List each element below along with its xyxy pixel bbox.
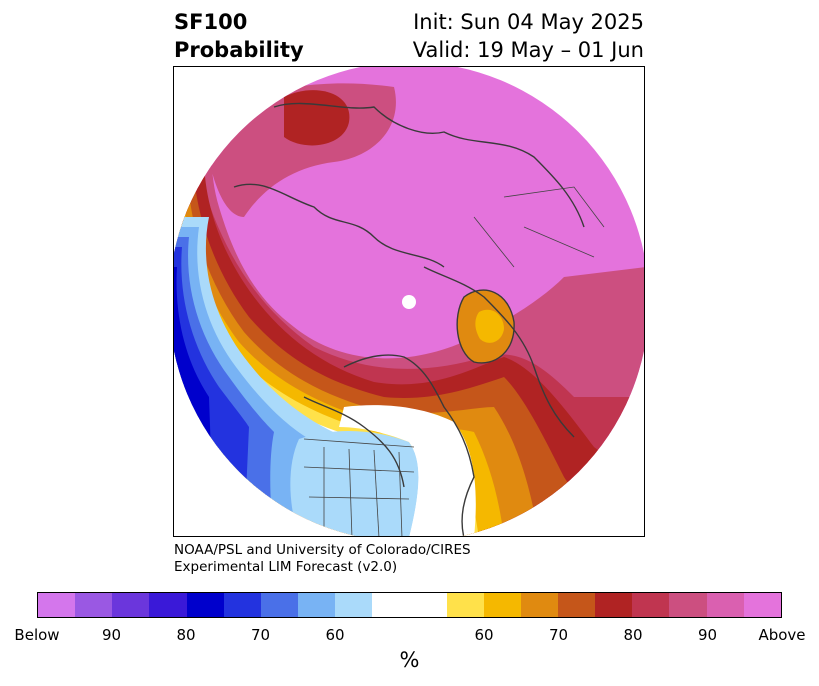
forecast-map bbox=[173, 66, 645, 537]
init-date: Init: Sun 04 May 2025 bbox=[413, 10, 644, 34]
colorbar-segment bbox=[743, 593, 781, 617]
colorbar-segment bbox=[75, 593, 113, 617]
colorbar-segment bbox=[223, 593, 261, 617]
colorbar-tick-label: 70 bbox=[548, 626, 569, 644]
credit-line-2: Experimental LIM Forecast (v2.0) bbox=[174, 559, 398, 575]
colorbar-segment bbox=[186, 593, 224, 617]
colorbar-segment bbox=[557, 593, 596, 617]
coastlines bbox=[233, 102, 585, 536]
colorbar-labels: Below 90 80 70 60 60 70 80 90 Above bbox=[0, 626, 819, 646]
pole-marker bbox=[402, 295, 416, 309]
credit-line-1: NOAA/PSL and University of Colorado/CIRE… bbox=[174, 542, 471, 558]
colorbar bbox=[37, 592, 782, 618]
colorbar-segment bbox=[38, 593, 76, 617]
shade-greenland-gold bbox=[475, 309, 504, 343]
valid-range: Valid: 19 May – 01 Jun bbox=[412, 38, 644, 62]
borders bbox=[303, 186, 605, 536]
colorbar-segment bbox=[483, 593, 521, 617]
colorbar-tick-label: 70 bbox=[250, 626, 271, 644]
colorbar-segment bbox=[112, 593, 150, 617]
colorbar-segment bbox=[260, 593, 298, 617]
colorbar-tick-label: 60 bbox=[325, 626, 345, 644]
colorbar-tick-label: 90 bbox=[101, 626, 122, 644]
colorbar-segment bbox=[446, 593, 484, 617]
shade-us-below bbox=[290, 431, 419, 536]
colorbar-segment bbox=[372, 593, 447, 617]
credit-text: NOAA/PSL and University of Colorado/CIRE… bbox=[174, 542, 471, 576]
colorbar-tick-label: 80 bbox=[623, 626, 643, 644]
colorbar-tick-label: 60 bbox=[474, 626, 494, 644]
colorbar-tick-label: Below bbox=[14, 626, 60, 644]
shade-na-neutral bbox=[339, 405, 476, 536]
title-line-variable: SF100 bbox=[174, 10, 248, 34]
colorbar-segment bbox=[669, 593, 707, 617]
polar-map-svg bbox=[174, 67, 644, 536]
map-title: SF100 Probability bbox=[174, 8, 304, 64]
colorbar-tick-label: 80 bbox=[176, 626, 196, 644]
colorbar-segment bbox=[595, 593, 633, 617]
title-line-probability: Probability bbox=[174, 38, 304, 62]
colorbar-unit: % bbox=[399, 648, 420, 672]
colorbar-tick-label: Above bbox=[758, 626, 806, 644]
colorbar-segment bbox=[520, 593, 558, 617]
forecast-dates: Init: Sun 04 May 2025 Valid: 19 May – 01… bbox=[413, 8, 644, 64]
colorbar-segment bbox=[297, 593, 336, 617]
colorbar-tick-label: 90 bbox=[697, 626, 718, 644]
colorbar-segment bbox=[149, 593, 187, 617]
colorbar-segment bbox=[335, 593, 373, 617]
colorbar-segment bbox=[706, 593, 744, 617]
colorbar-segment bbox=[632, 593, 670, 617]
